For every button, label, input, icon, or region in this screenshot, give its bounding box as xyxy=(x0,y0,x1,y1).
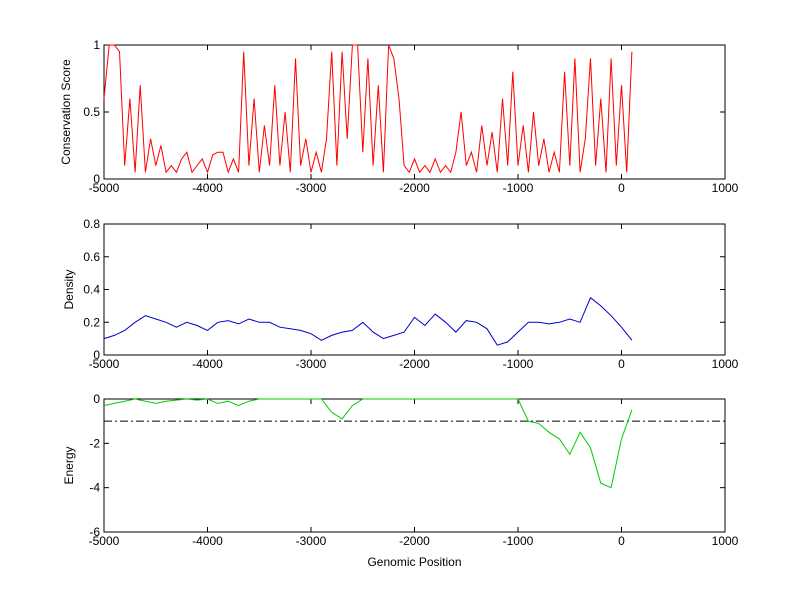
y-tick-label: -4 xyxy=(89,481,100,495)
x-tick-label: -1000 xyxy=(503,534,534,548)
x-tick-label: -4000 xyxy=(192,357,223,371)
x-tick-label: 1000 xyxy=(712,357,739,371)
y-tick-label: 0.6 xyxy=(83,250,100,264)
x-tick-label: 0 xyxy=(618,181,625,195)
axes-box xyxy=(103,223,726,356)
x-tick-label: 1000 xyxy=(712,534,739,548)
y-tick-label: -6 xyxy=(89,525,100,539)
y-tick-label: 0 xyxy=(93,348,100,362)
axes-box xyxy=(103,44,726,180)
y-axis-label: Density xyxy=(62,269,76,309)
x-tick-label: -3000 xyxy=(296,534,327,548)
y-tick-label: -2 xyxy=(89,436,100,450)
axes-box xyxy=(103,398,726,533)
x-tick-label: -1000 xyxy=(503,181,534,195)
x-tick-label: -3000 xyxy=(296,181,327,195)
y-axis-label: Energy xyxy=(62,446,76,484)
x-tick-label: -5000 xyxy=(89,181,120,195)
x-tick-label: -3000 xyxy=(296,357,327,371)
x-axis-label: Genomic Position xyxy=(367,555,461,569)
x-tick-label: -4000 xyxy=(192,181,223,195)
x-tick-label: -5000 xyxy=(89,357,120,371)
y-tick-label: 0 xyxy=(93,172,100,186)
y-tick-label: 0.2 xyxy=(83,315,100,329)
x-tick-label: 0 xyxy=(618,534,625,548)
y-tick-label: 0.5 xyxy=(83,105,100,119)
x-tick-label: -2000 xyxy=(399,181,430,195)
y-tick-label: 0.8 xyxy=(83,217,100,231)
y-tick-label: 1 xyxy=(93,38,100,52)
x-tick-label: 1000 xyxy=(712,181,739,195)
y-tick-label: 0.4 xyxy=(83,283,100,297)
y-axis-label: Conservation Score xyxy=(59,59,73,165)
x-tick-label: -4000 xyxy=(192,534,223,548)
x-tick-label: 0 xyxy=(618,357,625,371)
x-tick-label: -1000 xyxy=(503,357,534,371)
y-tick-label: 0 xyxy=(93,392,100,406)
x-tick-label: -5000 xyxy=(89,534,120,548)
x-tick-label: -2000 xyxy=(399,357,430,371)
data-line xyxy=(103,296,633,346)
data-line xyxy=(103,398,633,489)
x-tick-label: -2000 xyxy=(399,534,430,548)
data-line xyxy=(103,44,633,174)
